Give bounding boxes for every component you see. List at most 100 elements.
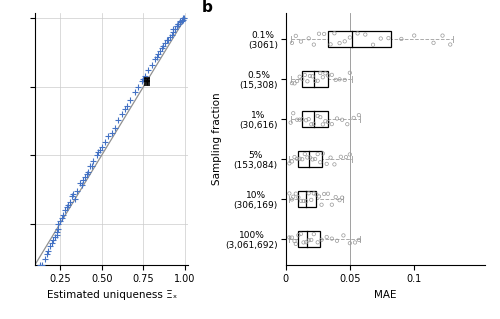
Point (96, 147, 104, 152)
Point (297, 198, 305, 204)
Point (170, 27, 177, 32)
Point (314, 152, 322, 157)
Point (82, 172, 90, 177)
Point (64, 202, 72, 207)
Point (302, 199, 310, 204)
Point (126, 98, 134, 103)
Point (111, 125, 119, 130)
Point (398, 36, 406, 41)
Point (350, 115, 358, 121)
Point (178, 19, 186, 24)
Point (328, 122, 336, 127)
Point (318, 237, 326, 242)
Point (355, 237, 363, 242)
Point (362, 32, 370, 37)
Point (288, 197, 296, 202)
Point (56, 219, 64, 224)
Point (301, 72, 309, 78)
Point (311, 156, 319, 161)
Point (319, 151, 327, 156)
Point (68, 194, 76, 199)
Point (104, 133, 112, 138)
Point (326, 155, 334, 160)
Point (320, 191, 328, 197)
Point (151, 57, 159, 62)
Point (94, 150, 102, 155)
Point (293, 78, 301, 84)
Point (36, 262, 44, 267)
Point (288, 235, 296, 240)
Point (304, 155, 312, 160)
Point (108, 131, 116, 136)
Point (315, 31, 323, 36)
Bar (298, 191, 316, 207)
Point (316, 115, 324, 120)
Point (52, 232, 60, 237)
Point (304, 36, 312, 41)
Point (86, 164, 94, 169)
Point (304, 117, 312, 122)
Point (168, 32, 176, 37)
Point (289, 111, 297, 116)
Point (44, 249, 52, 254)
Point (176, 20, 184, 25)
Point (290, 239, 298, 244)
Point (308, 122, 316, 127)
Point (333, 116, 341, 121)
Point (286, 161, 294, 166)
Point (166, 35, 174, 40)
Point (314, 114, 322, 119)
Point (316, 160, 324, 165)
Point (296, 156, 304, 161)
Point (138, 79, 145, 84)
Point (164, 38, 172, 43)
Point (289, 194, 297, 199)
Point (176, 19, 184, 24)
Point (346, 152, 354, 157)
Point (78, 183, 86, 188)
Point (173, 24, 181, 29)
Point (62, 205, 70, 210)
Bar (302, 111, 328, 127)
Point (308, 157, 316, 162)
Point (294, 233, 302, 238)
X-axis label: Estimated uniqueness Ξₓ: Estimated uniqueness Ξₓ (46, 290, 177, 300)
Point (306, 155, 314, 160)
Point (118, 112, 126, 117)
Point (41, 257, 49, 262)
Point (180, 17, 188, 22)
Point (293, 156, 301, 161)
Point (121, 106, 129, 111)
Point (290, 154, 298, 160)
Point (316, 70, 324, 76)
Point (328, 72, 336, 78)
Text: b: b (202, 0, 212, 15)
Point (171, 27, 179, 32)
Point (158, 46, 166, 51)
Point (336, 197, 344, 203)
Point (315, 194, 323, 199)
Point (354, 31, 362, 36)
Point (308, 74, 316, 79)
Point (336, 41, 344, 46)
Point (340, 233, 347, 238)
Point (154, 51, 162, 56)
Point (346, 241, 354, 246)
Point (290, 81, 298, 86)
Point (326, 42, 334, 47)
Point (332, 195, 340, 200)
Point (297, 39, 305, 44)
Point (304, 79, 312, 84)
Point (292, 241, 300, 247)
Point (298, 117, 306, 122)
Point (71, 197, 79, 202)
Bar (302, 71, 328, 87)
Point (297, 231, 305, 236)
Point (50, 238, 58, 243)
Point (48, 240, 56, 245)
Point (328, 202, 336, 207)
Point (140, 76, 147, 81)
Bar (298, 231, 320, 247)
Point (60, 213, 68, 218)
Point (292, 191, 300, 196)
